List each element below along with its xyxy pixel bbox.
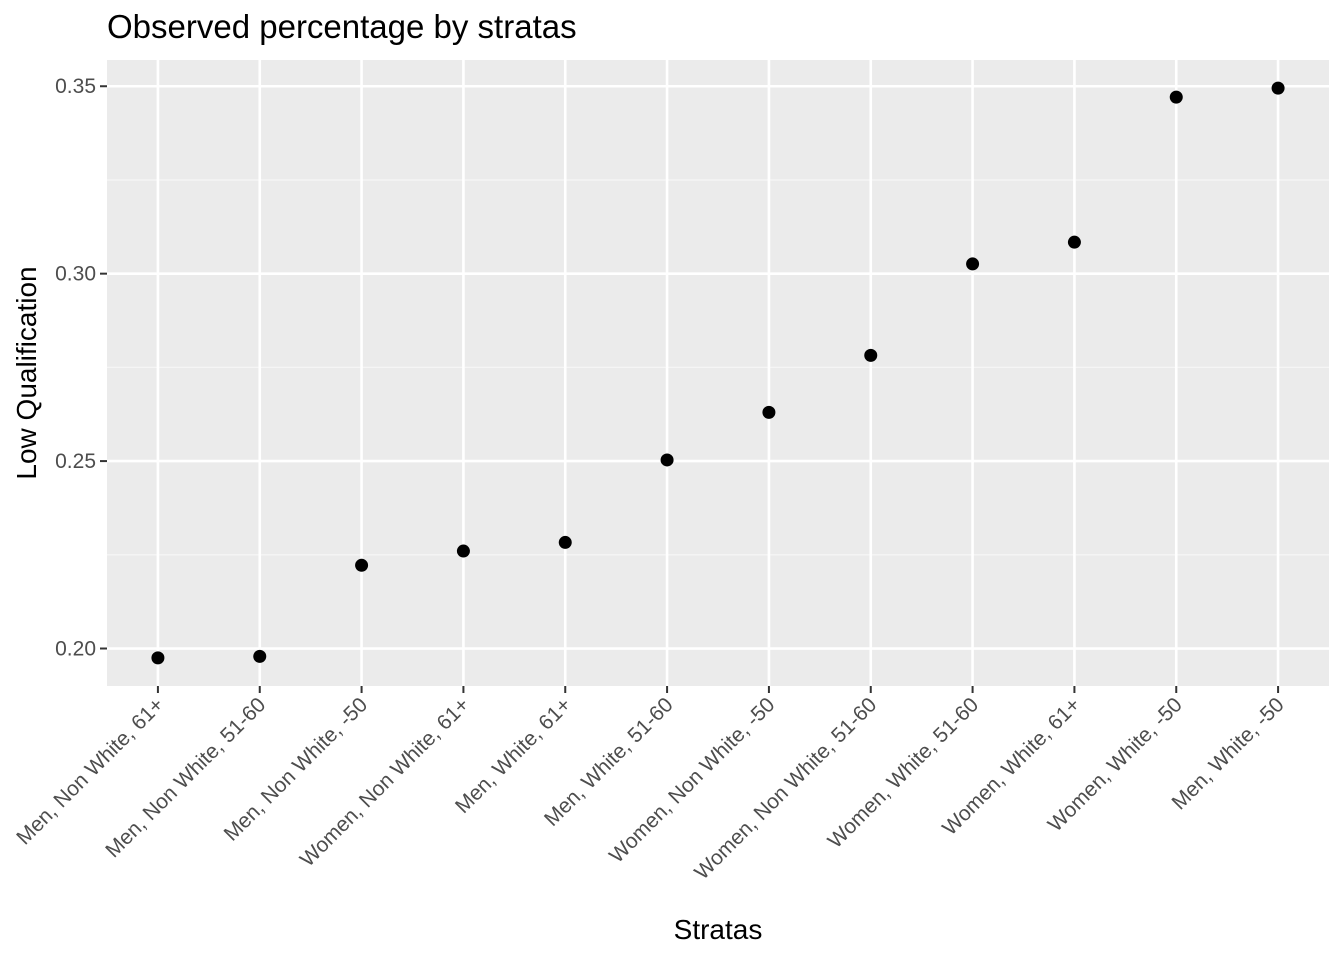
y-tick-label: 0.35 (55, 75, 96, 98)
x-tick-label: Women, Non White, 51-60 (690, 693, 881, 884)
data-point (1067, 235, 1081, 249)
data-point (456, 544, 470, 558)
x-tick-label: Women, Non White, -50 (605, 693, 779, 867)
y-axis-title: Low Qualification (11, 266, 42, 479)
grid-major (107, 60, 1329, 686)
y-axis: 0.20 0.25 0.30 0.35 (55, 75, 107, 661)
data-point (864, 348, 878, 362)
x-tick-label: Women, Non White, 61+ (296, 693, 474, 871)
data-point (253, 649, 267, 663)
plot-panel (107, 60, 1329, 686)
data-point (151, 651, 165, 665)
data-point (1169, 90, 1183, 104)
data-point (660, 453, 674, 467)
x-axis: Men, Non White, 61+Men, Non White, 51-60… (12, 686, 1289, 884)
x-axis-title: Stratas (674, 914, 763, 945)
data-point (558, 535, 572, 549)
y-tick-label: 0.30 (55, 263, 96, 286)
y-tick-label: 0.20 (55, 638, 96, 661)
data-point (762, 405, 776, 419)
y-tick-label: 0.25 (55, 450, 96, 473)
data-point (966, 257, 980, 271)
data-points (151, 81, 1285, 665)
data-point (1271, 81, 1285, 95)
x-tick-label: Men, White, -50 (1168, 693, 1289, 814)
data-point (355, 558, 369, 572)
grid-minor (107, 179, 1329, 556)
chart-title: Observed percentage by stratas (107, 8, 577, 45)
